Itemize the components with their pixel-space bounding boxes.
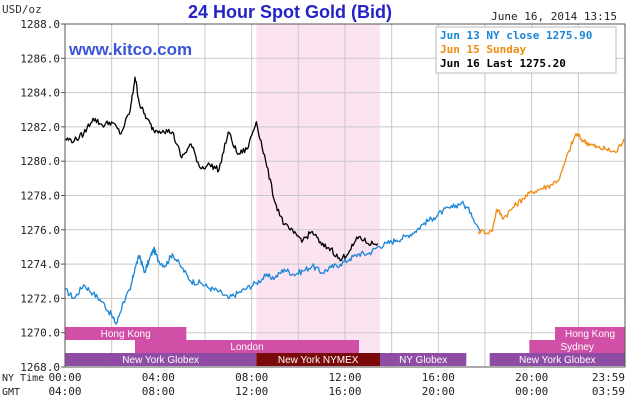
session-bar (489, 353, 625, 366)
session-label: Hong Kong (565, 329, 615, 340)
y-axis-unit: USD/oz (2, 3, 42, 16)
x-axis: NY Time 00:00 04:00 08:00 12:00 16:00 20:00 23:… (2, 371, 625, 398)
price-series (64, 76, 625, 325)
x-tick-label: 04:00 (142, 371, 175, 384)
y-tick-label: 1280.0 (20, 155, 60, 168)
legend-box (435, 26, 617, 74)
session-bar (135, 340, 359, 353)
session-bar (65, 353, 257, 366)
y-tick-label: 1270.0 (20, 327, 60, 340)
y-tick-label: 1278.0 (20, 190, 60, 203)
plot-border (64, 23, 626, 368)
session-label: New York Globex (122, 355, 199, 366)
x-tick-label: 00:00 (515, 385, 548, 398)
series-line (64, 200, 481, 325)
session-label: NY Globex (399, 355, 447, 366)
y-tick-label: 1286.0 (20, 52, 60, 65)
x-tick-label: 20:00 (515, 371, 548, 384)
session-label: Sydney (560, 342, 593, 353)
x-tick-label: 04:00 (48, 385, 81, 398)
session-label: New York NYMEX (278, 355, 359, 366)
session-label: London (230, 342, 263, 353)
y-tick-label: 1284.0 (20, 87, 60, 100)
legend: Jun 13 NY close 1275.90 Jun 15 Sunday Ju… (440, 29, 592, 70)
x-tick-label: 16:00 (328, 385, 361, 398)
market-sessions: Hong Kong London New York Globex New York N… (65, 327, 625, 366)
session-bar (65, 327, 187, 340)
session-label: New York Globex (519, 355, 596, 366)
legend-entry-jun15: Jun 15 Sunday (440, 43, 526, 56)
time-row-label: GMT (2, 387, 20, 398)
series-line (477, 133, 625, 235)
x-tick-label: 00:00 (48, 371, 81, 384)
x-tick-label: 08:00 (142, 385, 175, 398)
y-tick-label: 1268.0 (20, 361, 60, 374)
y-tick-label: 1276.0 (20, 224, 60, 237)
y-tick-label: 1274.0 (20, 258, 60, 271)
session-bar (529, 340, 625, 353)
x-tick-label: 08:00 (235, 371, 268, 384)
y-tick-label: 1272.0 (20, 292, 60, 305)
y-tick-label: 1282.0 (20, 121, 60, 134)
date-stamp: June 16, 2014 13:15 (491, 10, 617, 23)
y-axis: 1268.0 1270.0 1272.0 1274.0 1276.0 1278.0 1280… (20, 18, 65, 374)
session-bar (256, 353, 380, 366)
watermark: www.kitco.com (68, 40, 192, 59)
x-tick-label: 12:00 (328, 371, 361, 384)
y-tick-label: 1288.0 (20, 18, 60, 31)
series-line (64, 76, 379, 262)
x-tick-label: 03:59 (592, 385, 625, 398)
session-bar (555, 327, 625, 340)
x-tick-label: 12:00 (235, 385, 268, 398)
session-bar (380, 353, 467, 366)
time-row-label: NY Time (2, 373, 44, 384)
legend-entry-jun13: Jun 13 NY close 1275.90 (440, 29, 592, 42)
x-tick-label: 20:00 (422, 385, 455, 398)
x-tick-label: 16:00 (422, 371, 455, 384)
x-tick-label: 23:59 (592, 371, 625, 384)
legend-entry-jun16: Jun 16 Last 1275.20 (440, 57, 566, 70)
chart-title: 24 Hour Spot Gold (Bid) (188, 2, 392, 22)
session-label: Hong Kong (101, 329, 151, 340)
